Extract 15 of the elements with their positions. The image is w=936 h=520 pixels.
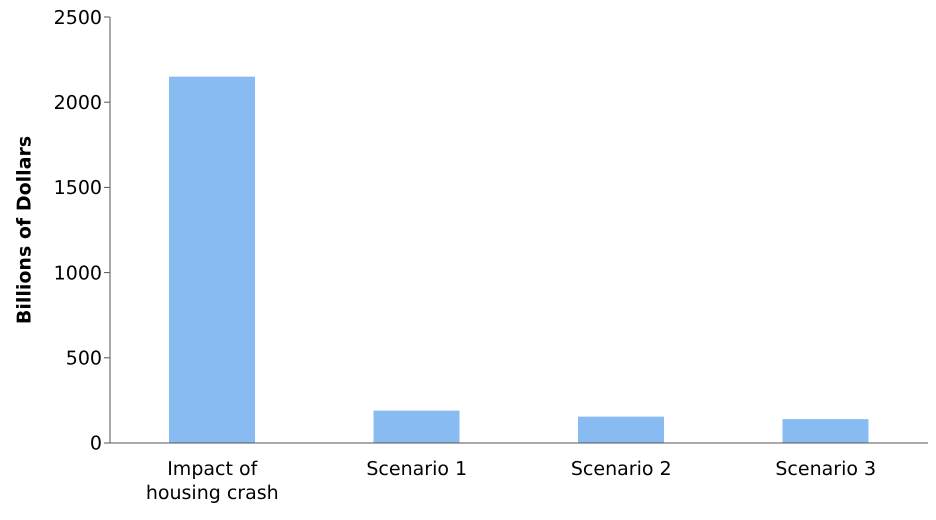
y-tick-label: 2000 <box>54 92 102 114</box>
x-tick-label: Scenario 2 <box>570 458 672 480</box>
bar <box>374 410 460 443</box>
y-tick-label: 2500 <box>54 6 102 29</box>
y-axis-title: Billions of Dollars <box>14 136 36 324</box>
bar <box>578 416 664 443</box>
y-tick-label: 1000 <box>54 262 102 284</box>
x-tick-label: Impact of housing crash <box>146 458 279 504</box>
y-tick-label: 1500 <box>54 177 102 200</box>
x-tick-label: Scenario 3 <box>775 458 876 480</box>
x-tick-label: Scenario 1 <box>366 458 468 480</box>
bar <box>782 419 868 443</box>
bar <box>169 76 255 443</box>
y-tick-label: 500 <box>66 348 102 370</box>
y-tick-label: 0 <box>90 432 102 455</box>
